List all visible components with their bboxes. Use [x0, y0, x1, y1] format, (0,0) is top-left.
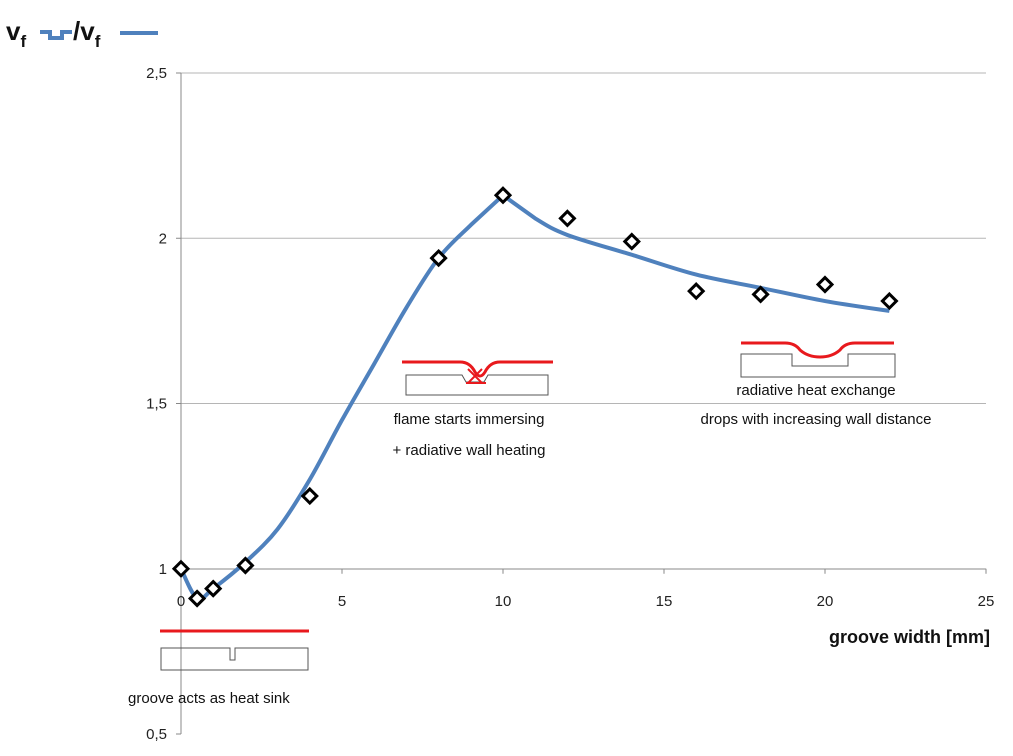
x-tick-label: 5 — [338, 593, 346, 610]
x-tick-label: 15 — [656, 593, 673, 610]
y-tick-label: 2,5 — [146, 65, 167, 82]
y-tick-label: 2 — [159, 230, 167, 247]
x-tick-label: 10 — [495, 593, 512, 610]
data-point — [558, 209, 577, 228]
flame-front-curve — [402, 360, 553, 378]
y-tick-label: 0,5 — [146, 726, 167, 743]
data-point — [204, 579, 223, 598]
data-point — [171, 559, 191, 578]
y-tick-label: 1,5 — [146, 396, 167, 413]
grooved-wall-icon — [740, 353, 896, 378]
data-point — [236, 556, 255, 575]
x-tick-label: 20 — [817, 593, 834, 610]
data-point — [815, 275, 835, 294]
heat-sink-sketch — [160, 629, 309, 671]
data-point — [429, 248, 448, 268]
radiative-sketch — [740, 341, 896, 378]
groove-profile-icon — [40, 30, 72, 40]
data-point — [300, 486, 319, 506]
grooved-wall-icon — [160, 647, 309, 671]
x-ticks: 0 5 10 15 20 25 — [177, 568, 995, 610]
annotation-immersing-line-2: + radiative wall heating — [392, 442, 545, 459]
annotation-radiative-line-2: drops with increasing wall distance — [701, 411, 932, 428]
immersing-sketch — [402, 360, 553, 396]
x-axis-label: groove width [mm] — [829, 627, 990, 647]
x-tick-label: 0 — [177, 593, 185, 610]
grooved-wall-icon — [405, 374, 549, 396]
points-layer — [171, 186, 899, 608]
data-point — [622, 232, 641, 251]
data-point — [751, 285, 770, 304]
flame-front-curve — [741, 341, 894, 359]
y-tick-label: 1 — [159, 561, 167, 578]
annotation-immersing-line-1: flame starts immersing — [394, 411, 545, 428]
data-point — [687, 282, 706, 301]
data-point — [187, 589, 207, 608]
y-axis-label-denominator: /vf — [73, 16, 101, 51]
y-ticks: 0,5 1 1,5 2 2,5 — [146, 65, 181, 743]
radiation-arrows-icon — [466, 368, 486, 384]
annotation-radiative-line-1: radiative heat exchange — [736, 382, 895, 399]
y-axis-title: vf /vf — [6, 16, 158, 51]
data-point — [493, 186, 513, 205]
annotation-heat-sink: groove acts as heat sink — [128, 690, 290, 707]
x-tick-label: 25 — [978, 593, 995, 610]
data-point — [880, 291, 899, 311]
y-axis-label-numerator: vf — [6, 16, 26, 51]
